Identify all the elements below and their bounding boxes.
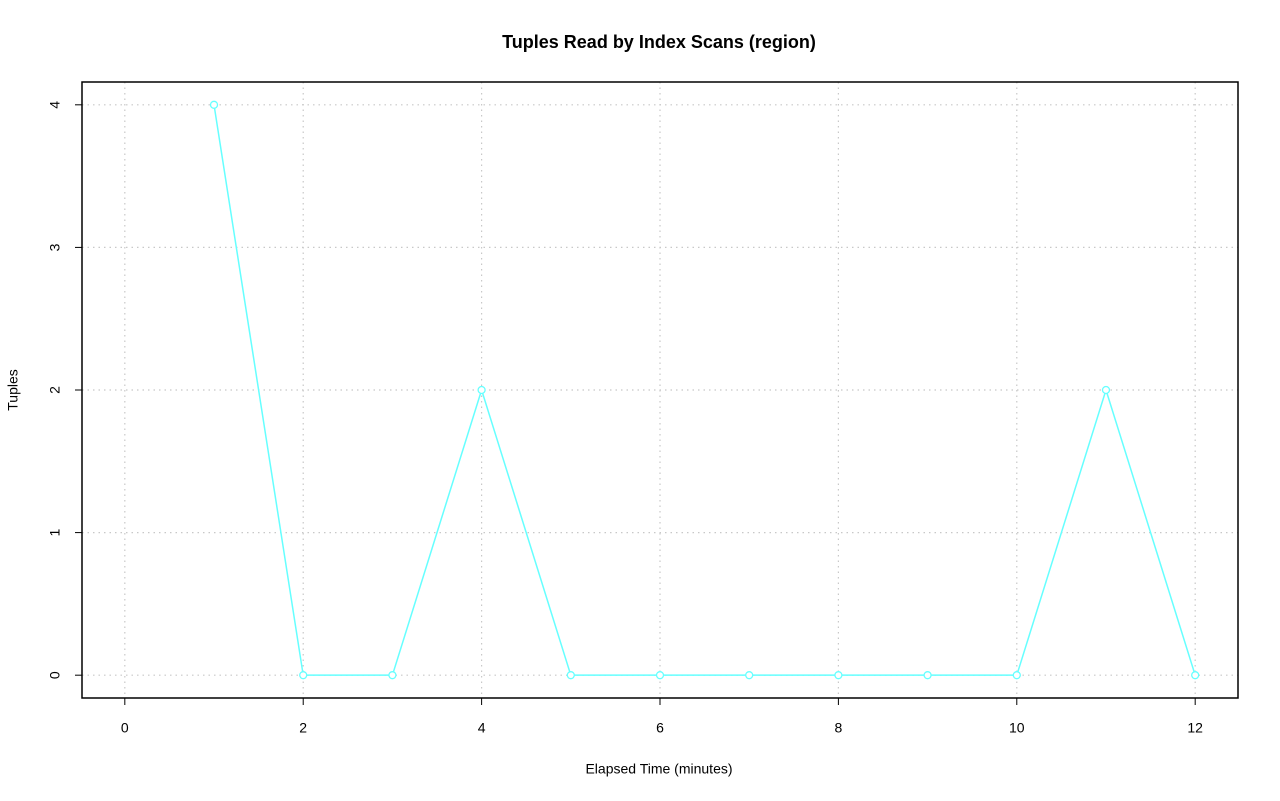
x-tick-label: 12 [1187,720,1203,736]
point [1012,671,1021,680]
x-tick-label: 6 [656,720,664,736]
x-tick-label: 8 [834,720,842,736]
x-axis-label: Elapsed Time (minutes) [585,761,732,777]
y-tick-label: 1 [47,528,63,536]
point [1191,671,1200,680]
y-axis-label: Tuples [5,369,21,411]
x-tick-label: 2 [299,720,307,736]
point [655,671,665,680]
point [209,100,219,109]
x-tick-label: 4 [478,720,486,736]
point [299,671,308,680]
point [477,385,486,395]
point [1101,385,1111,395]
x-tick-label: 0 [121,720,129,736]
y-tick-label: 2 [47,386,63,394]
point [923,671,932,680]
point [745,671,754,680]
plot-frame [81,81,1239,699]
y-tick-label: 0 [47,671,63,679]
x-tick-label: 10 [1009,720,1025,736]
y-tick-label: 3 [47,243,63,251]
series-line [213,104,1196,676]
point [388,671,397,680]
point [566,671,575,680]
chart-title: Tuples Read by Index Scans (region) [502,32,816,52]
point [834,671,843,680]
y-tick-label: 4 [47,101,63,109]
